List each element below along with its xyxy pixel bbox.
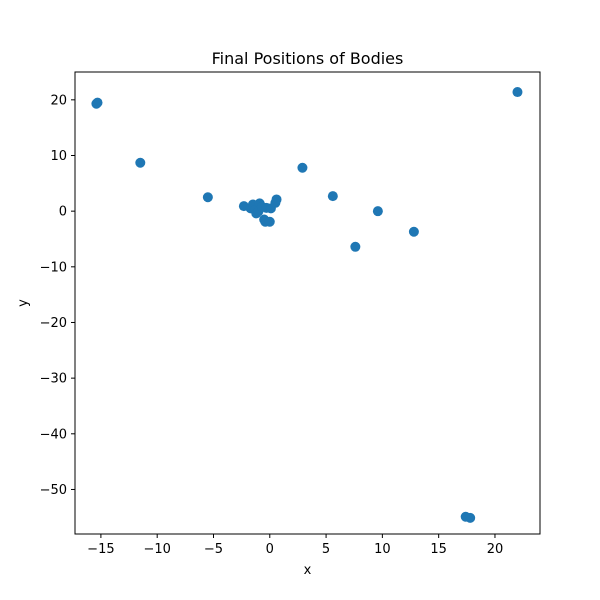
data-point — [408, 226, 419, 237]
data-point — [271, 194, 282, 205]
data-point — [465, 512, 476, 523]
y-tick-label: −10 — [40, 260, 67, 275]
x-tick-label: 20 — [487, 542, 504, 557]
y-tick-label: −30 — [40, 372, 67, 387]
x-tick-label: 5 — [322, 542, 330, 557]
y-axis-label: y — [16, 299, 31, 307]
data-point — [327, 191, 338, 202]
data-point — [264, 216, 275, 227]
x-axis-label: x — [304, 563, 312, 578]
chart-title: Final Positions of Bodies — [212, 49, 404, 68]
x-tick-label: −15 — [87, 542, 114, 557]
y-tick-label: −20 — [40, 316, 67, 331]
x-tick-label: −5 — [204, 542, 223, 557]
x-tick-label: 0 — [266, 542, 274, 557]
y-tick-label: 0 — [59, 205, 67, 220]
y-tick-label: 10 — [50, 149, 67, 164]
data-point — [372, 206, 383, 217]
y-tick-label: −40 — [40, 427, 67, 442]
data-point — [512, 87, 523, 98]
data-point — [92, 97, 103, 108]
x-tick-label: 15 — [430, 542, 447, 557]
data-point — [202, 192, 213, 203]
data-point — [350, 241, 361, 252]
x-tick-label: 10 — [374, 542, 391, 557]
x-ticks: −15 −10 −5 0 5 10 15 20 — [87, 534, 503, 557]
data-point — [297, 162, 308, 173]
y-ticks: −50 −40 −30 −20 −10 0 10 20 — [40, 93, 75, 498]
y-tick-label: −50 — [40, 483, 67, 498]
y-tick-label: 20 — [50, 93, 67, 108]
points-layer — [91, 87, 523, 523]
x-tick-label: −10 — [143, 542, 170, 557]
data-point — [135, 157, 146, 168]
plot-frame — [74, 71, 541, 535]
